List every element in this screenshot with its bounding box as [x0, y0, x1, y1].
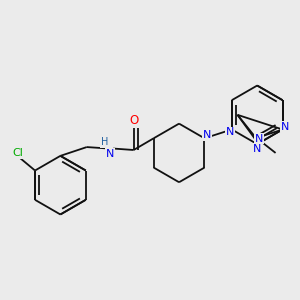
Text: N: N [255, 134, 263, 143]
Text: N: N [203, 130, 212, 140]
Text: O: O [129, 114, 138, 127]
Text: N: N [226, 128, 235, 137]
Text: N: N [281, 122, 290, 132]
Text: N: N [253, 143, 261, 154]
Text: Cl: Cl [12, 148, 23, 158]
Text: N: N [106, 149, 114, 159]
Text: H: H [101, 137, 108, 147]
